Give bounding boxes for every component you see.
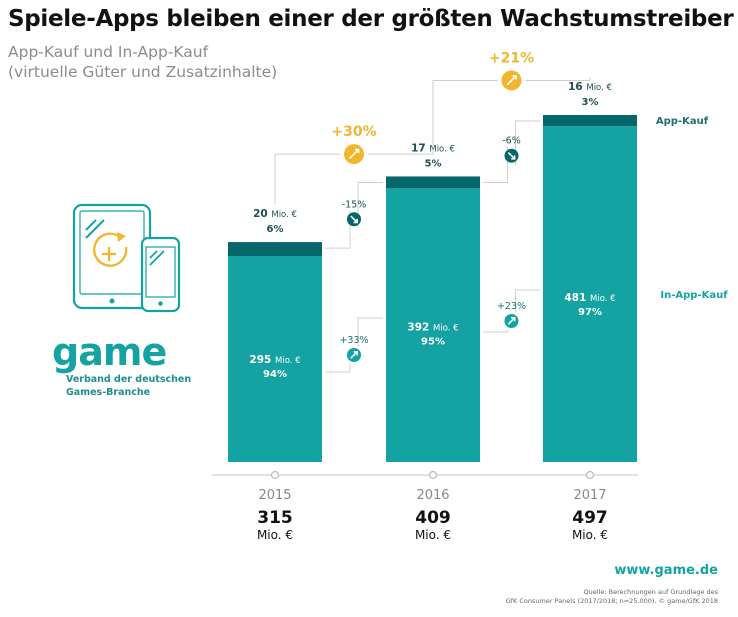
subtitle-line-1: App-Kauf und In-App-Kauf	[8, 43, 209, 61]
in-app-share-2015: 94%	[263, 369, 287, 380]
total-growth-badge-1-arrow	[506, 75, 517, 86]
app-connector-left-0	[325, 210, 351, 249]
app-kauf-value-2016: 17 Mio. €	[411, 142, 455, 154]
app-connector-right-0	[357, 181, 383, 229]
in-app-change-label-0: +33%	[339, 335, 368, 346]
total-value-2015: 315	[257, 508, 293, 528]
bar-in-app-2016	[386, 188, 480, 462]
total-growth-label-1: +21%	[489, 50, 534, 66]
in-app-change-badge-0-arrow	[350, 351, 358, 359]
in-app-connector-left-1	[483, 330, 508, 333]
app-change-badge-1-arrow	[507, 152, 516, 160]
chart-subtitle: App-Kauf und In-App-Kauf (virtuelle Güte…	[8, 42, 277, 82]
total-unit-2015: Mio. €	[257, 528, 293, 542]
source-note: Quelle: Berechnungen auf Grundlage des G…	[506, 588, 718, 606]
tagline-line-2: Games-Branche	[66, 387, 151, 398]
bar-in-app-2017	[543, 126, 637, 463]
app-connector-left-1	[483, 146, 508, 183]
mobile-devices-icon	[72, 203, 181, 313]
app-change-label-0: -15%	[342, 199, 367, 210]
app-change-badge-0-arrowhead	[353, 218, 358, 224]
in-app-change-badge-0-arrowhead	[353, 351, 358, 356]
total-unit-2016: Mio. €	[415, 528, 451, 542]
in-app-share-2016: 95%	[421, 337, 445, 348]
app-change-badge-0-arrow	[350, 215, 358, 223]
total-growth-badge-0-arrowhead	[355, 148, 360, 154]
subtitle-line-2: (virtuelle Güter und Zusatzinhalte)	[8, 63, 278, 81]
app-kauf-value-2017: 16 Mio. €	[568, 81, 612, 93]
total-connector-right-0	[368, 138, 434, 155]
x-tick-label-2017: 2017	[573, 488, 606, 503]
x-tick-label-2016: 2016	[416, 488, 449, 503]
x-tick-2017	[585, 470, 595, 480]
game-tagline: Verband der deutschen Games-Branche	[66, 373, 191, 399]
in-app-value-2017: 481 Mio. €	[564, 292, 615, 304]
bar-app-kauf-2015	[228, 242, 322, 257]
total-connector-left-1	[432, 79, 498, 139]
total-growth-badge-1-arrowhead	[512, 75, 517, 80]
app-kauf-share-2015: 6%	[267, 224, 284, 235]
total-value-2017: 497	[572, 508, 608, 528]
x-tick-label-2015: 2015	[258, 488, 291, 503]
total-growth-badge-0-arrow	[348, 149, 360, 160]
bar-in-app-2015	[228, 256, 322, 462]
chart-title: Spiele-Apps bleiben einer der größten Wa…	[8, 6, 734, 32]
app-kauf-share-2016: 5%	[425, 158, 442, 169]
app-change-label-1: -6%	[502, 136, 521, 147]
source-line-1: Quelle: Berechnungen auf Grundlage des	[583, 588, 718, 596]
in-app-value-2015: 295 Mio. €	[249, 354, 300, 366]
in-app-connector-right-1	[515, 289, 540, 312]
total-value-2016: 409	[415, 508, 451, 528]
total-connector-left-0	[274, 153, 340, 205]
total-growth-label-0: +30%	[331, 124, 376, 140]
x-tick-2015	[270, 470, 280, 480]
x-tick-2016	[428, 470, 438, 480]
legend-in-app-kauf: In-App-Kauf	[660, 290, 728, 301]
bar-app-kauf-2017	[543, 115, 637, 127]
in-app-value-2016: 392 Mio. €	[407, 322, 458, 334]
in-app-share-2017: 97%	[578, 307, 602, 318]
app-kauf-value-2015: 20 Mio. €	[253, 208, 297, 220]
in-app-change-label-1: +23%	[497, 301, 526, 312]
in-app-connector-left-0	[325, 364, 351, 373]
legend-app-kauf: App-Kauf	[656, 116, 709, 127]
in-app-connector-right-0	[357, 317, 383, 346]
game-logo: game	[52, 330, 167, 374]
tagline-line-1: Verband der deutschen	[66, 374, 192, 385]
app-kauf-share-2017: 3%	[582, 97, 599, 108]
in-app-change-badge-1-arrowhead	[511, 317, 516, 322]
in-app-change-badge-1-arrow	[507, 317, 516, 325]
website-link[interactable]: www.game.de	[614, 563, 718, 578]
total-unit-2017: Mio. €	[572, 528, 608, 542]
bar-app-kauf-2016	[386, 176, 480, 189]
total-connector-right-1	[525, 77, 591, 81]
app-change-badge-1-arrowhead	[511, 155, 516, 160]
source-line-2: GfK Consumer Panels (2017/2018; n=25.000…	[505, 597, 718, 605]
